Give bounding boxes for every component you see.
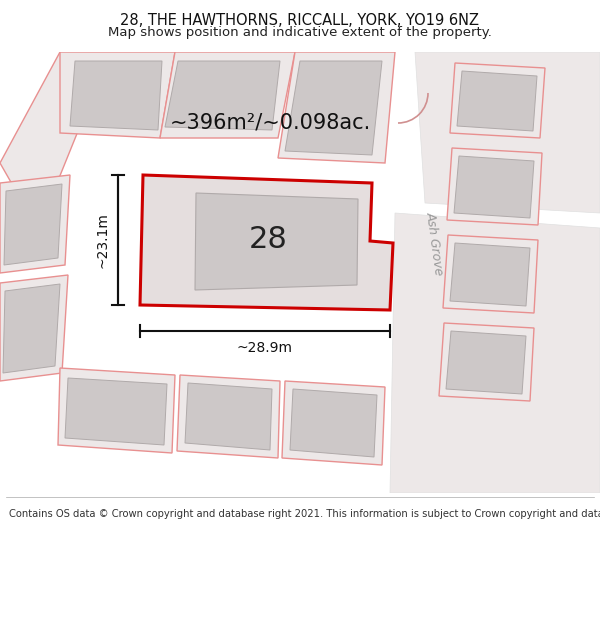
Polygon shape [70,61,162,130]
Polygon shape [0,275,68,381]
Polygon shape [447,148,542,225]
Text: Contains OS data © Crown copyright and database right 2021. This information is : Contains OS data © Crown copyright and d… [9,509,600,519]
Text: 28, THE HAWTHORNS, RICCALL, YORK, YO19 6NZ: 28, THE HAWTHORNS, RICCALL, YORK, YO19 6… [121,13,479,28]
Polygon shape [4,184,62,265]
Polygon shape [390,213,600,493]
Polygon shape [58,368,175,453]
Polygon shape [65,378,167,445]
Text: ~396m²/~0.098ac.: ~396m²/~0.098ac. [170,113,371,133]
Polygon shape [0,52,110,198]
Polygon shape [443,235,538,313]
Polygon shape [446,331,526,394]
Polygon shape [282,381,385,465]
Text: 28: 28 [248,226,287,254]
Polygon shape [285,61,382,155]
Polygon shape [439,323,534,401]
Polygon shape [160,52,295,138]
Polygon shape [457,71,537,131]
Polygon shape [195,193,358,290]
Text: Ash Grove: Ash Grove [424,210,446,276]
Polygon shape [177,375,280,458]
Polygon shape [185,383,272,450]
Polygon shape [450,63,545,138]
Polygon shape [278,52,395,163]
Polygon shape [0,175,70,273]
Polygon shape [60,52,175,138]
Polygon shape [3,284,60,373]
Polygon shape [140,175,393,310]
Polygon shape [290,389,377,457]
Polygon shape [415,52,600,213]
Polygon shape [454,156,534,218]
Polygon shape [450,243,530,306]
Text: Map shows position and indicative extent of the property.: Map shows position and indicative extent… [108,26,492,39]
Text: ~28.9m: ~28.9m [237,341,293,355]
Polygon shape [165,61,280,130]
Text: ~23.1m: ~23.1m [96,212,110,268]
